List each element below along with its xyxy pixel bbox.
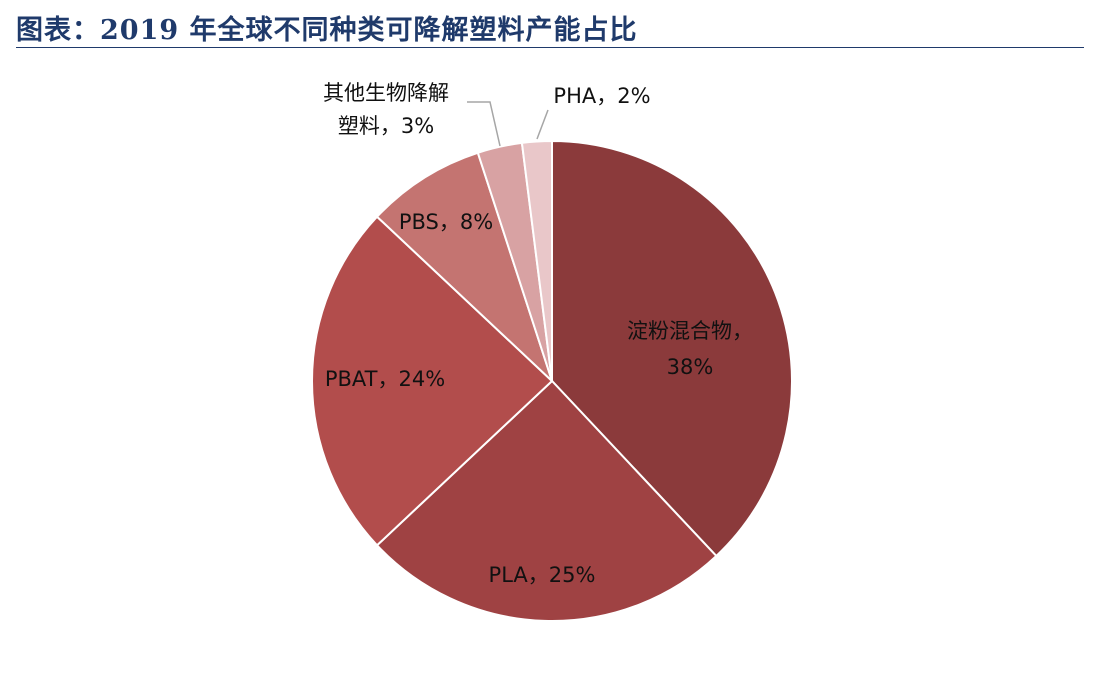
leader-line-4: [467, 101, 501, 147]
slice-label-5: PHA，2%: [553, 84, 650, 108]
slice-label-2: PBAT，24%: [325, 367, 445, 391]
pie-slice-0: [551, 139, 793, 558]
pie-slice-5: [520, 139, 553, 382]
title-divider: [16, 47, 1084, 48]
pie-slice-2: [311, 215, 554, 547]
leader-lines: [467, 101, 549, 147]
slice-label-0: 淀粉混合物， 38%: [627, 319, 753, 379]
pie-slice-1: [375, 379, 718, 622]
slice-labels: 淀粉混合物， 38% PLA，25% PBAT，24% PBS，8% 其他生物降解塑料，3…: [323, 81, 753, 587]
pie-slices: [311, 139, 793, 622]
slice-label-3: PBS，8%: [399, 210, 493, 234]
slice-label-4: 其他生物降解塑料，3%: [323, 81, 449, 138]
pie-slice-3: [375, 151, 553, 382]
slice-label-1: PLA，25%: [489, 563, 596, 587]
chart-title: 图表：2019 年全球不同种类可降解塑料产能占比: [16, 15, 638, 46]
leader-line-5: [536, 109, 549, 140]
